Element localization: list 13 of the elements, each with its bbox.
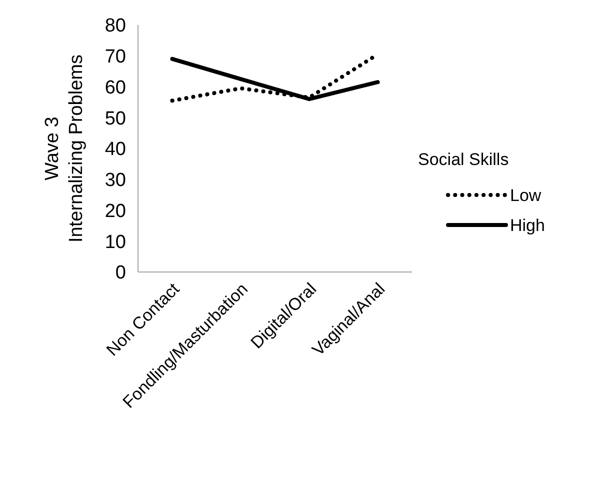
y-tick-label: 0	[115, 262, 126, 284]
legend-title: Social Skills	[418, 150, 509, 169]
y-tick-label: 50	[104, 108, 126, 130]
y-tick-label: 20	[104, 200, 126, 222]
legend-label: High	[510, 216, 545, 235]
y-tick-label: 60	[104, 77, 126, 98]
legend-label: Low	[510, 186, 542, 205]
y-axis-title: Wave 3 Internalizing Problems	[42, 54, 87, 242]
y-tick-label: 80	[104, 16, 126, 37]
y-tick-label: 40	[104, 139, 126, 160]
y-tick-label: 10	[104, 232, 126, 253]
y-tick-label: 70	[104, 46, 126, 68]
y-tick-label: 30	[104, 170, 126, 192]
